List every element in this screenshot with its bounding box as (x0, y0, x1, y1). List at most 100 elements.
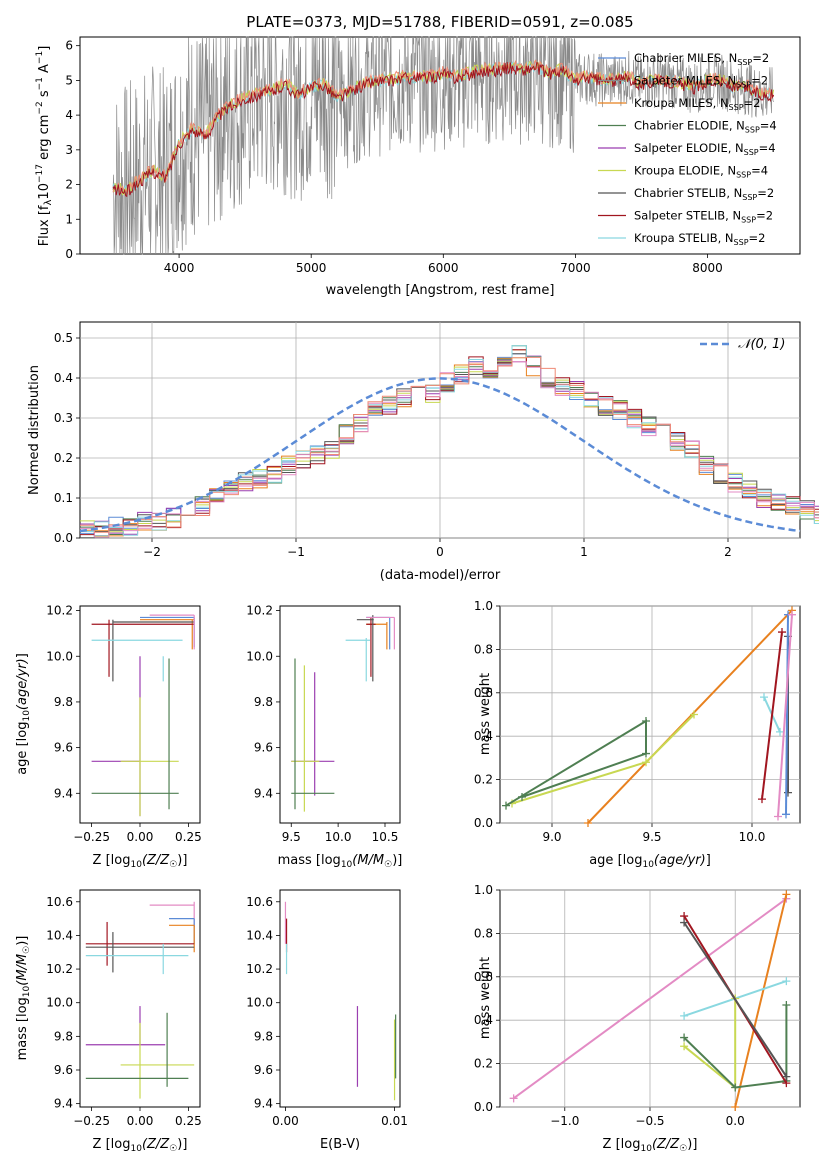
y-tick-label: 9.8 (54, 695, 73, 709)
y-tick-label: 0.1 (54, 491, 73, 505)
x-tick-label: 0.00 (272, 1114, 299, 1128)
x-tick-label: −0.5 (635, 1114, 664, 1128)
weight-line (683, 1005, 788, 1089)
spectrum-data (112, 35, 775, 255)
y-tick-label: 9.4 (254, 1097, 273, 1111)
weight-marker (680, 918, 689, 927)
weight-marker (502, 801, 510, 810)
x-tick-label: −0.25 (73, 1114, 110, 1128)
y-tick-label: 10.0 (246, 996, 273, 1010)
y-tick-label: 2 (65, 178, 73, 192)
y-tick-label: 0.6 (474, 970, 493, 984)
salpeter-stelib-model-line (112, 62, 775, 198)
residuals-panel: (data-model)/error Normed distribution −… (27, 321, 819, 583)
legend-label: Salpeter STELIB, NSSP=2 (634, 209, 773, 225)
weight-vs-age-ylabel: mass weight (478, 673, 493, 755)
weight-marker (680, 1011, 689, 1020)
y-tick-label: 0.2 (474, 773, 493, 787)
age-vs-mass-xlabel: mass [log10(M/M☉)] (278, 853, 403, 870)
mass-vs-ebv-panel: 0.00 0.01 9.4 9.6 9.8 10.0 10.2 10.4 10.6 E(B-V) (246, 889, 408, 1152)
y-tick-label: 10.0 (246, 649, 273, 663)
weight-vs-Z-xlabel: Z [log10(Z/Z☉)] (603, 1137, 698, 1154)
y-tick-label: 10.6 (246, 895, 273, 909)
weight-marker (776, 727, 784, 736)
y-tick-label: 0.8 (474, 926, 493, 940)
y-tick-label: 10.0 (46, 996, 73, 1010)
y-tick-label: 9.4 (54, 786, 73, 800)
mass-vs-Z-xlabel: Z [log10(Z/Z☉)] (93, 1137, 188, 1154)
weight-line (587, 609, 793, 824)
weight-marker (584, 819, 592, 827)
weight-vs-age-panel: 9.0 9.5 10.0 0.0 0.2 0.4 0.6 0.8 1.0 age [log10(… (474, 599, 801, 870)
weight-marker (782, 977, 791, 986)
x-tick-label: 9.5 (642, 830, 661, 844)
y-tick-label: 1.0 (474, 599, 493, 613)
weight-line (785, 614, 789, 815)
x-tick-label: 0.0 (726, 1114, 745, 1128)
weight-marker (518, 792, 526, 801)
normal-curve (79, 377, 801, 533)
weight-line (683, 998, 737, 1090)
x-tick-label: 10.5 (372, 830, 399, 844)
y-tick-label: 0.0 (54, 531, 73, 545)
weight-line (761, 631, 783, 800)
residuals-xlabel: (data-model)/error (380, 568, 501, 583)
histogram-step (80, 356, 819, 533)
y-tick-label: 10.4 (46, 928, 73, 942)
y-tick-label: 0.0 (474, 1100, 493, 1114)
normal-legend-label: 𝒩(0, 1) (738, 337, 785, 352)
x-tick-label: 8000 (692, 261, 723, 275)
spectrum-ticks: 4000 5000 6000 7000 8000 0 1 2 3 4 5 6 (65, 39, 722, 275)
weight-vs-age-xlabel: age [log10(age/yr)] (589, 853, 711, 870)
x-tick-label: −0.25 (73, 830, 110, 844)
weight-marker (642, 749, 650, 758)
age-vs-mass-panel: 9.5 10.0 10.5 9.4 9.6 9.8 10.0 10.2 mass [log10… (246, 604, 402, 870)
x-tick-label: 10.0 (739, 830, 766, 844)
x-tick-label: 4000 (164, 261, 195, 275)
weight-vs-Z-panel: −1.0 −0.5 0.0 0.0 0.2 0.4 0.6 0.8 1.0 Z [log10(Z… (474, 883, 801, 1154)
weight-line (513, 897, 787, 1100)
weight-vs-Z-ylabel: mass weight (478, 957, 493, 1039)
y-tick-label: 10.0 (46, 649, 73, 663)
y-tick-label: 10.2 (246, 604, 273, 618)
weight-marker (758, 795, 766, 804)
figure-title: PLATE=0373, MJD=51788, FIBERID=0591, z=0… (246, 13, 633, 31)
x-tick-label: 10.0 (325, 830, 352, 844)
y-tick-label: 0.8 (474, 642, 493, 656)
y-tick-label: 10.2 (246, 962, 273, 976)
y-tick-label: 9.6 (54, 741, 73, 755)
weight-marker (731, 1083, 740, 1092)
weight-marker (782, 1072, 791, 1081)
y-tick-label: 0.0 (474, 816, 493, 830)
y-tick-label: 3 (65, 143, 73, 157)
spectrum-panel: wavelength [Angstrom, rest frame] Flux [… (35, 35, 801, 298)
residuals-data (79, 345, 819, 539)
legend-label: Salpeter ELODIE, NSSP=4 (634, 141, 776, 157)
weight-line (683, 921, 788, 1078)
mass-vs-Z-data: −0.25 0.00 0.25 9.4 9.6 9.8 10.0 10.2 10.4 10.6 (46, 895, 201, 1128)
weight-marker (731, 1103, 740, 1111)
age-vs-mass-data: 9.5 10.0 10.5 9.4 9.6 9.8 10.0 10.2 (246, 604, 398, 844)
y-tick-label: 0.6 (474, 686, 493, 700)
mass-vs-ebv-xlabel: E(B-V) (320, 1137, 360, 1152)
x-tick-label: 1 (580, 545, 588, 559)
weight-marker (774, 812, 782, 821)
y-tick-label: 5 (65, 73, 73, 87)
spectrum-ylabel: Flux [fλ10−17 erg cm−2 s−1 A−1] (35, 46, 54, 247)
y-tick-label: 10.2 (46, 604, 73, 618)
residuals-ylabel: Normed distribution (27, 365, 42, 495)
weight-line (777, 614, 793, 817)
y-tick-label: 1.0 (474, 883, 493, 897)
y-tick-label: 9.8 (254, 695, 273, 709)
x-tick-label: 9.5 (282, 830, 301, 844)
x-tick-label: 0.01 (381, 1114, 408, 1128)
y-tick-label: 0 (65, 247, 73, 261)
y-tick-label: 9.6 (254, 741, 273, 755)
y-tick-label: 0.4 (474, 1013, 493, 1027)
weight-marker (642, 717, 650, 726)
weight-marker (760, 693, 768, 702)
legend-label: Kroupa MILES, NSSP=2 (634, 96, 760, 112)
x-tick-label: 7000 (560, 261, 591, 275)
y-tick-label: 0.4 (474, 729, 493, 743)
